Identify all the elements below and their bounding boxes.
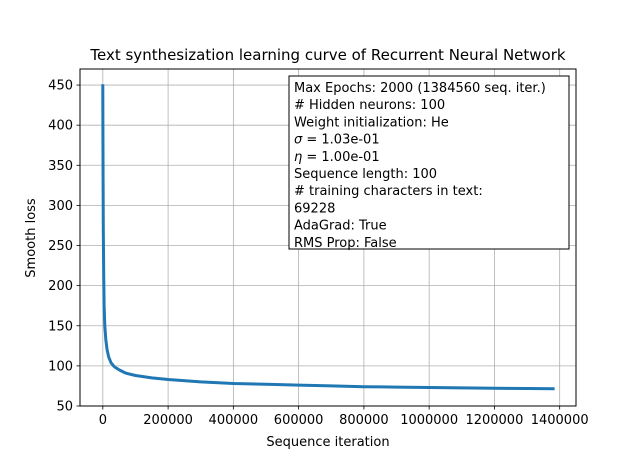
info-line: η = 1.00e-01 (294, 150, 380, 165)
x-tick-label: 200000 (143, 413, 193, 428)
y-axis-label: Smooth loss (24, 198, 39, 278)
info-line: 69228 (294, 201, 335, 216)
plot-frame (79, 68, 577, 407)
x-tick-label: 400000 (209, 413, 259, 428)
y-tick-label: 300 (48, 199, 73, 214)
info-text: # Hidden neurons: 100 (294, 98, 445, 113)
info-text: RMS Prop: False (294, 236, 397, 251)
info-box-frame (288, 75, 570, 250)
info-symbol: η (294, 150, 302, 165)
info-text: AdaGrad: True (294, 219, 387, 234)
x-axis: 0 200000 400000 600000 800000 1000000 1200000 1… (99, 406, 589, 428)
chart-title: Text synthesization learning curve of Re… (89, 46, 566, 64)
info-line: Max Epochs: 2000 (1384560 seq. iter.) (294, 81, 546, 96)
info-symbol: σ (294, 133, 303, 148)
y-tick-label: 250 (48, 239, 73, 254)
info-line: # Hidden neurons: 100 (294, 98, 445, 113)
info-text: Max Epochs: 2000 (1384560 seq. iter.) (294, 81, 546, 96)
series-group (101, 84, 555, 391)
x-axis-label: Sequence iteration (266, 435, 389, 450)
info-text: # training characters in text: (294, 184, 483, 199)
info-text: Weight initialization: He (294, 115, 449, 130)
y-axis: 50 100 150 200 250 300 350 400 450 (48, 79, 80, 415)
info-text: = 1.00e-01 (302, 150, 379, 165)
x-tick-label: 800000 (339, 413, 389, 428)
x-tick-label: 1000000 (400, 413, 458, 428)
x-tick-label: 1200000 (465, 413, 523, 428)
info-line: Weight initialization: He (294, 115, 449, 130)
y-tick-label: 200 (48, 279, 73, 294)
info-line: Sequence length: 100 (294, 167, 437, 182)
info-line: σ = 1.03e-01 (294, 133, 380, 148)
y-tick-label: 150 (48, 319, 73, 334)
info-text: 69228 (294, 201, 335, 216)
info-line: AdaGrad: True (294, 219, 387, 234)
info-box: Max Epochs: 2000 (1384560 seq. iter.) # H… (288, 75, 570, 251)
y-tick-label: 50 (56, 400, 73, 415)
x-tick-label: 600000 (274, 413, 324, 428)
x-tick-label: 1400000 (531, 413, 589, 428)
info-line: # training characters in text: (294, 184, 483, 199)
y-tick-label: 400 (48, 119, 73, 134)
info-box-lines: Max Epochs: 2000 (1384560 seq. iter.) # H… (294, 81, 546, 251)
x-tick-label: 0 (99, 413, 107, 428)
y-tick-label: 100 (48, 359, 73, 374)
y-tick-label: 350 (48, 159, 73, 174)
loss-curve (101, 84, 555, 391)
info-line: RMS Prop: False (294, 236, 397, 251)
info-text: = 1.03e-01 (302, 133, 379, 148)
y-tick-label: 450 (48, 79, 73, 94)
info-text: Sequence length: 100 (294, 167, 437, 182)
